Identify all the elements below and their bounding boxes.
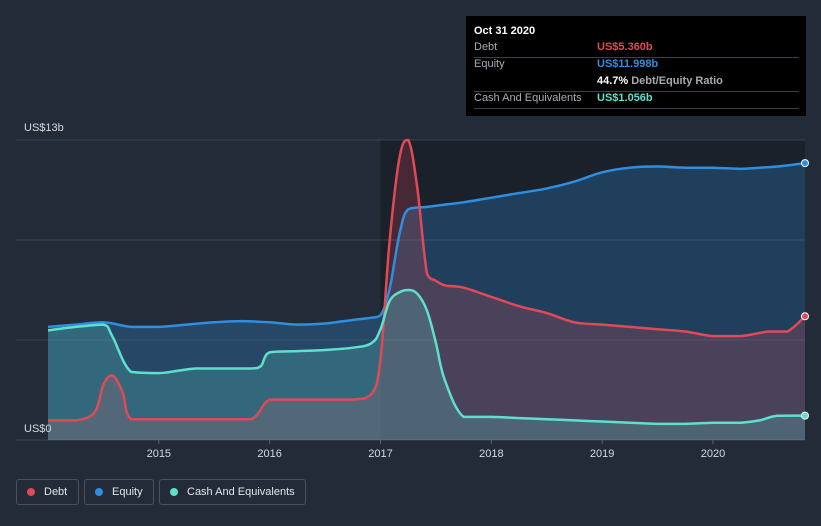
x-tick-label: 2017 (368, 448, 392, 460)
tooltip-date: Oct 31 2020 (474, 25, 536, 37)
equity-line (47, 161, 806, 329)
tooltip-ratio-percent: 44.7% (597, 75, 629, 87)
tooltip-row-cash: Cash And Equivalents US$1.056b (474, 91, 799, 109)
cash-endpoint[interactable] (801, 411, 809, 420)
series-endpoints (801, 159, 809, 420)
plot-shade-region (380, 140, 805, 440)
series-lines (47, 138, 806, 426)
equity-area (48, 163, 805, 440)
tooltip-cash-label: Cash And Equivalents (474, 92, 582, 104)
tooltip-ratio-text: Debt/Equity Ratio (631, 75, 723, 87)
chart-legend: Debt Equity Cash And Equivalents (16, 479, 306, 507)
x-tick-label: 2019 (590, 448, 614, 460)
cash-line (47, 288, 806, 426)
legend-dot-debt (27, 488, 35, 496)
x-tick-label: 2016 (257, 448, 281, 460)
x-tick-label: 2020 (701, 448, 725, 460)
data-tooltip: Oct 31 2020 Debt US$5.360b Equity US$11.… (466, 16, 806, 116)
y-tick-label: US$13b (24, 122, 64, 134)
legend-item-debt[interactable]: Debt (16, 479, 79, 505)
x-tick-label: 2018 (479, 448, 503, 460)
equity-endpoint[interactable] (801, 159, 809, 168)
legend-dot-cash (170, 488, 178, 496)
tooltip-row-ratio: 44.7% Debt/Equity Ratio (474, 74, 799, 92)
tooltip-row-equity: Equity US$11.998b (474, 57, 799, 74)
legend-dot-equity (95, 488, 103, 496)
legend-item-cash[interactable]: Cash And Equivalents (159, 479, 306, 505)
cash-area (48, 290, 805, 440)
tooltip-debt-value: US$5.360b (597, 41, 653, 53)
tooltip-equity-label: Equity (474, 58, 505, 70)
y-axis-ticks: US$0 US$13b (24, 122, 64, 435)
x-tick-label: 2015 (147, 448, 171, 460)
debt-line (47, 138, 806, 422)
tooltip-cash-value: US$1.056b (597, 92, 653, 104)
series-areas (48, 140, 805, 440)
legend-item-equity[interactable]: Equity (84, 479, 154, 505)
legend-label-cash: Cash And Equivalents (187, 486, 295, 498)
y-tick-label: US$0 (24, 423, 52, 435)
debt-endpoint[interactable] (801, 312, 809, 321)
legend-label-debt: Debt (44, 486, 68, 498)
tooltip-row-debt: Debt US$5.360b (474, 40, 799, 58)
legend-label-equity: Equity (112, 486, 143, 498)
debt-area (48, 140, 805, 440)
gridlines (16, 139, 805, 441)
tooltip-ratio: 44.7% Debt/Equity Ratio (597, 75, 723, 87)
tooltip-equity-value: US$11.998b (597, 58, 659, 70)
x-axis-ticks: 2015 2016 2017 2018 2019 2020 (147, 440, 725, 460)
tooltip-debt-label: Debt (474, 41, 498, 53)
